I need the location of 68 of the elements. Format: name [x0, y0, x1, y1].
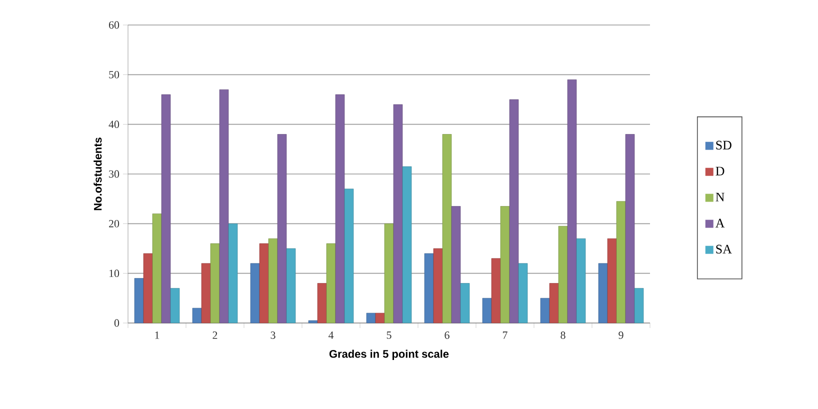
- bar: [375, 312, 385, 324]
- bar: [424, 253, 434, 324]
- bar: [576, 238, 586, 324]
- bar: [250, 263, 260, 324]
- bar: [134, 278, 144, 324]
- bar: [335, 94, 345, 324]
- y-tick-label: 0: [114, 319, 120, 327]
- y-tick-label: 40: [108, 120, 120, 128]
- bar: [326, 243, 336, 324]
- x-tick-label: 2: [212, 332, 218, 339]
- bar: [219, 89, 229, 324]
- x-tick-label: 7: [502, 332, 508, 339]
- x-tick-label: 9: [618, 332, 624, 339]
- bar: [402, 166, 412, 324]
- x-tick-label: 5: [386, 332, 392, 339]
- bar: [152, 214, 162, 324]
- bar: [500, 206, 510, 324]
- bar: [317, 283, 327, 324]
- y-tick-label: 30: [109, 170, 120, 178]
- bar: [393, 104, 403, 324]
- bar: [228, 224, 238, 324]
- legend-label: D: [716, 166, 724, 176]
- bar: [268, 238, 278, 324]
- legend-label: SA: [716, 244, 732, 254]
- bar: [549, 283, 559, 324]
- y-tick-label: 50: [109, 70, 120, 78]
- bar: [201, 263, 211, 324]
- bar: [286, 248, 296, 324]
- bar: [384, 224, 394, 324]
- x-tick-label: 1: [155, 332, 160, 339]
- bar: [598, 263, 608, 324]
- y-tick-label: 60: [108, 21, 120, 29]
- bar: [442, 134, 452, 324]
- bar: [433, 248, 443, 324]
- bar: [518, 263, 528, 324]
- bar: [625, 134, 635, 324]
- y-tick-label: 20: [109, 220, 120, 228]
- bar: [143, 253, 153, 324]
- legend-label: N: [716, 192, 724, 202]
- x-axis-title: Grades in 5 point scale: [329, 350, 449, 360]
- bar: [567, 79, 577, 324]
- bar: [540, 298, 550, 324]
- bar: [460, 283, 470, 324]
- bar: [210, 243, 220, 324]
- bar: [161, 94, 171, 324]
- bar: [170, 288, 180, 324]
- bar: [634, 288, 644, 324]
- bar: [344, 188, 354, 324]
- x-tick-label: 8: [560, 332, 566, 339]
- y-tick-label: 10: [109, 270, 120, 278]
- y-axis-title: No.ofstudents: [94, 138, 102, 210]
- legend-label: A: [715, 218, 725, 228]
- bar: [607, 238, 617, 324]
- x-tick-label: 4: [328, 332, 334, 339]
- bar: [558, 226, 568, 324]
- bar: [366, 312, 376, 324]
- legend-label: SD: [716, 140, 732, 150]
- bar: [482, 298, 492, 324]
- x-tick-label: 3: [270, 332, 276, 339]
- bar: [616, 201, 626, 324]
- bar: [509, 99, 519, 324]
- bar: [192, 308, 202, 324]
- bar: [277, 134, 287, 324]
- bar: [491, 258, 501, 324]
- bar: [308, 320, 318, 324]
- bar: [259, 243, 269, 324]
- bar: [451, 206, 461, 324]
- x-tick-label: 6: [444, 332, 450, 339]
